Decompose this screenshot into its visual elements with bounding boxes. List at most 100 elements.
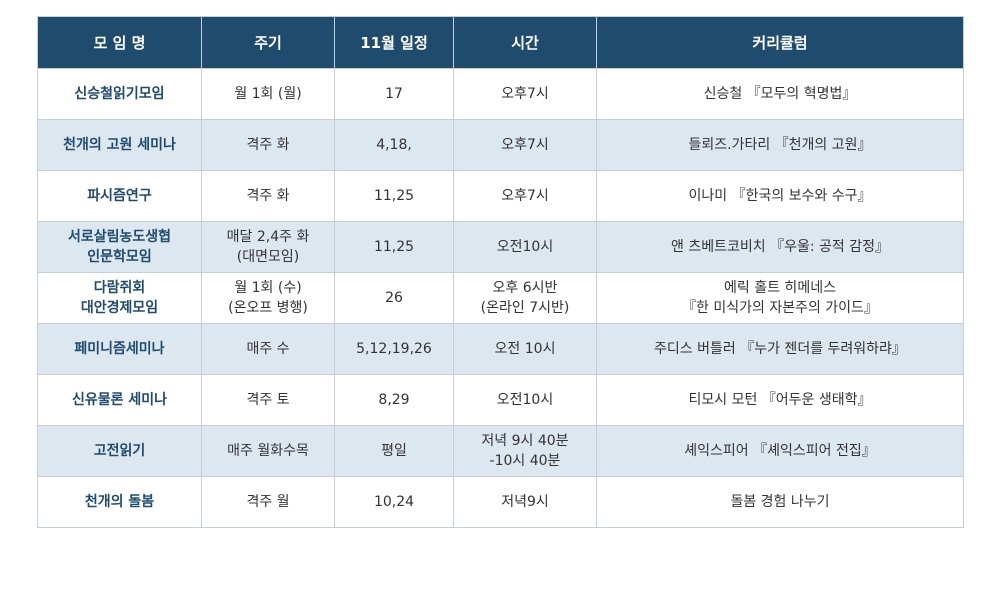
schedule-cell-line: 26 — [385, 290, 403, 306]
schedule-cell: 5,12,19,26 — [334, 323, 454, 375]
cycle-cell: 매주 월화수목 — [201, 425, 335, 477]
curriculum-cell: 에릭 홀트 히메네스 『한 미식가의 자본주의 가이드』 — [596, 272, 964, 324]
cycle-cell: 매달 2,4주 화 (대면모임) — [201, 221, 335, 273]
cycle-cell: 격주 월 — [201, 476, 335, 528]
schedule-cell-line: 8,29 — [378, 392, 410, 408]
cycle-cell-line: 월 1회 (월) — [234, 86, 302, 102]
schedule-cell: 26 — [334, 272, 454, 324]
header-time: 시간 — [453, 16, 597, 69]
schedule-cell: 11,25 — [334, 221, 454, 273]
meeting-name-cell-line: 파시즘연구 — [87, 188, 152, 204]
header-curriculum: 커리큘럼 — [596, 16, 964, 69]
cycle-cell: 월 1회 (월) — [201, 68, 335, 120]
table-row: 천개의 고원 세미나 격주 화 4,18, 오후7시 들뢰즈.가타리 『천개의 고원』 — [37, 119, 964, 171]
meeting-name-cell-line: 천개의 돌봄 — [84, 494, 155, 510]
time-cell-line: 오전 10시 — [494, 341, 556, 357]
cycle-cell-line: 격주 화 — [246, 188, 290, 204]
time-cell: 오전 10시 — [453, 323, 597, 375]
schedule-cell: 11,25 — [334, 170, 454, 222]
curriculum-cell: 앤 츠베트코비치 『우울: 공적 감정』 — [596, 221, 964, 273]
time-cell-line: (온라인 7시반) — [480, 300, 570, 316]
curriculum-cell: 주디스 버틀러 『누가 젠더를 두려워하랴』 — [596, 323, 964, 375]
header-cycle: 주기 — [201, 16, 335, 69]
time-cell-line: 오후7시 — [501, 86, 549, 102]
cycle-cell-line: (대면모임) — [236, 249, 300, 265]
time-cell: 오후7시 — [453, 170, 597, 222]
meeting-name-cell: 파시즘연구 — [37, 170, 202, 222]
table-row: 신승철읽기모임 월 1회 (월) 17 오후7시 신승철 『모두의 혁명법』 — [37, 68, 964, 120]
schedule-cell-line: 5,12,19,26 — [356, 341, 432, 357]
curriculum-cell-line: 신승철 『모두의 혁명법』 — [703, 86, 857, 102]
cycle-cell-line: 월 1회 (수) — [234, 280, 302, 296]
time-cell: 오후7시 — [453, 119, 597, 171]
time-cell-line: 오후7시 — [501, 137, 549, 153]
curriculum-cell-line: 들뢰즈.가타리 『천개의 고원』 — [688, 137, 872, 153]
cycle-cell-line: 격주 화 — [246, 137, 290, 153]
schedule-cell-line: 11,25 — [373, 239, 415, 255]
meeting-name-cell: 신승철읽기모임 — [37, 68, 202, 120]
meeting-name-cell-line: 신유물론 세미나 — [71, 392, 168, 408]
cycle-cell-line: (온오프 병행) — [228, 300, 308, 316]
time-cell-line: 오후7시 — [501, 188, 549, 204]
schedule-cell: 평일 — [334, 425, 454, 477]
schedule-cell: 17 — [334, 68, 454, 120]
meeting-name-cell-line: 신승철읽기모임 — [74, 86, 165, 102]
meeting-schedule-table: 모 임 명 주기 11월 일정 시간 커리큘럼 신승철읽기모임 월 1회 (월) 1… — [37, 16, 964, 528]
meeting-name-cell-line: 다람쥐회 — [93, 280, 146, 296]
meeting-name-cell-line: 천개의 고원 세미나 — [63, 137, 176, 153]
curriculum-cell-line: 이나미 『한국의 보수와 수구』 — [688, 188, 872, 204]
time-cell-line: 저녁9시 — [501, 494, 549, 510]
schedule-cell: 8,29 — [334, 374, 454, 426]
meeting-name-cell-line: 고전읽기 — [93, 443, 146, 459]
schedule-cell-line: 4,18, — [376, 137, 412, 153]
table-row: 고전읽기 매주 월화수목 평일 저녁 9시 40분 -10시 40분 셰익스피어 『셰익스… — [37, 425, 964, 477]
cycle-cell-line: 매달 2,4주 화 — [226, 229, 310, 245]
time-cell: 오전10시 — [453, 221, 597, 273]
table-header: 모 임 명 주기 11월 일정 시간 커리큘럼 — [37, 16, 964, 69]
schedule-cell-line: 11,25 — [373, 188, 415, 204]
curriculum-cell-line: 에릭 홀트 히메네스 — [724, 280, 836, 296]
curriculum-cell: 티모시 모턴 『어두운 생태학』 — [596, 374, 964, 426]
schedule-cell-line: 17 — [385, 86, 403, 102]
meeting-name-cell: 신유물론 세미나 — [37, 374, 202, 426]
table-body: 신승철읽기모임 월 1회 (월) 17 오후7시 신승철 『모두의 혁명법』 천개의 고원… — [37, 68, 964, 528]
curriculum-cell-line: 『한 미식가의 자본주의 가이드』 — [682, 300, 878, 316]
time-cell: 오전10시 — [453, 374, 597, 426]
time-cell: 오후7시 — [453, 68, 597, 120]
curriculum-cell: 이나미 『한국의 보수와 수구』 — [596, 170, 964, 222]
curriculum-cell: 돌봄 경험 나누기 — [596, 476, 964, 528]
curriculum-cell: 들뢰즈.가타리 『천개의 고원』 — [596, 119, 964, 171]
meeting-name-cell-line: 페미니즘세미나 — [74, 341, 165, 357]
meeting-name-cell-line: 대안경제모임 — [80, 300, 159, 316]
cycle-cell: 격주 화 — [201, 170, 335, 222]
cycle-cell-line: 매주 수 — [246, 341, 290, 357]
header-schedule: 11월 일정 — [334, 16, 454, 69]
cycle-cell: 격주 화 — [201, 119, 335, 171]
curriculum-cell: 셰익스피어 『셰익스피어 전집』 — [596, 425, 964, 477]
schedule-cell-line: 10,24 — [373, 494, 415, 510]
time-cell-line: 오전10시 — [496, 392, 554, 408]
curriculum-cell-line: 앤 츠베트코비치 『우울: 공적 감정』 — [671, 239, 889, 255]
header-meeting-name: 모 임 명 — [37, 16, 202, 69]
table-row: 천개의 돌봄 격주 월 10,24 저녁9시 돌봄 경험 나누기 — [37, 476, 964, 528]
cycle-cell-line: 매주 월화수목 — [227, 443, 309, 459]
time-cell-line: -10시 40분 — [489, 453, 561, 469]
meeting-name-cell: 고전읽기 — [37, 425, 202, 477]
meeting-name-cell: 서로살림농도생협 인문학모임 — [37, 221, 202, 273]
curriculum-cell-line: 돌봄 경험 나누기 — [730, 494, 830, 510]
time-cell: 오후 6시반 (온라인 7시반) — [453, 272, 597, 324]
schedule-cell-line: 평일 — [381, 443, 407, 459]
time-cell-line: 오전10시 — [496, 239, 554, 255]
cycle-cell-line: 격주 토 — [246, 392, 290, 408]
curriculum-cell-line: 셰익스피어 『셰익스피어 전집』 — [684, 443, 876, 459]
cycle-cell: 매주 수 — [201, 323, 335, 375]
time-cell: 저녁 9시 40분 -10시 40분 — [453, 425, 597, 477]
table-row: 파시즘연구 격주 화 11,25 오후7시 이나미 『한국의 보수와 수구』 — [37, 170, 964, 222]
curriculum-cell: 신승철 『모두의 혁명법』 — [596, 68, 964, 120]
schedule-cell: 4,18, — [334, 119, 454, 171]
header-row: 모 임 명 주기 11월 일정 시간 커리큘럼 — [37, 16, 964, 69]
time-cell: 저녁9시 — [453, 476, 597, 528]
time-cell-line: 오후 6시반 — [492, 280, 558, 296]
time-cell-line: 저녁 9시 40분 — [481, 433, 569, 449]
